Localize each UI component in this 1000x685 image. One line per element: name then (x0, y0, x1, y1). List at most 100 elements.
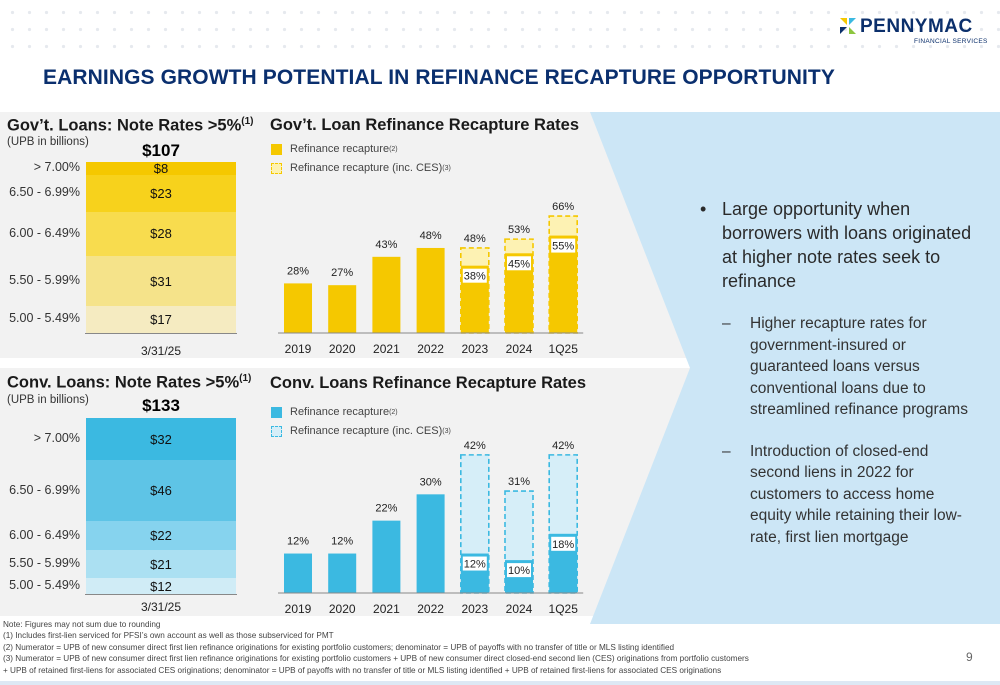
gov-chart-label-ces: 53% (508, 224, 530, 236)
gov-chart-category: 2021 (373, 342, 400, 356)
gov-chart-bar (372, 256, 401, 333)
conv-chart-bar (284, 553, 312, 593)
conv-stack-segment: $21 (86, 550, 236, 579)
gov-chart-label: 55% (552, 241, 574, 253)
bullet-main: • Large opportunity when borrowers with l… (700, 197, 980, 293)
conv-chart-label-ces: 42% (552, 440, 574, 452)
conv-chart-bar (372, 520, 401, 593)
gov-stack-subtitle: (UPB in billions) (7, 136, 89, 148)
conv-chart-label-ces: 42% (464, 440, 486, 452)
conv-chart-bar (416, 494, 445, 593)
commentary: • Large opportunity when borrowers with l… (700, 197, 980, 548)
gov-chart-bar (328, 285, 357, 333)
conv-chart-bar (328, 553, 357, 593)
bullet-sub: – Higher recapture rates for government-i… (700, 313, 980, 421)
gov-stack-segment: $8 (86, 161, 236, 176)
gov-chart-category: 2020 (329, 342, 356, 356)
conv-stack-rate-label: 6.00 - 6.49% (9, 527, 80, 542)
footnote: + UPB of retained first-liens for associ… (3, 665, 722, 675)
gov-chart-title: Gov’t. Loan Refinance Recapture Rates (270, 116, 579, 134)
gov-stack-segment: $31 (86, 256, 236, 306)
bullet-sub-text: Introduction of closed-end second liens … (750, 442, 962, 546)
conv-chart-label: 10% (508, 565, 530, 577)
conv-chart-category: 2024 (506, 602, 533, 616)
gov-stack-title: Gov’t. Loans: Note Rates >5%(1) (7, 116, 254, 135)
conv-chart-category: 2019 (285, 602, 312, 616)
gov-chart-label-bg (462, 268, 487, 283)
conv-stack-total: $133 (142, 396, 180, 415)
gov-stack-baseline (85, 333, 237, 334)
conv-chart-label-bg (462, 556, 487, 571)
gov-chart-label: 28% (287, 265, 309, 277)
conv-chart-label: 12% (331, 536, 353, 548)
legend-swatch-dashed (271, 162, 282, 174)
gov-stack-segment: $17 (86, 305, 236, 333)
bullet-main-text: Large opportunity when borrowers with lo… (722, 199, 972, 291)
conv-chart-label: 18% (552, 539, 574, 551)
gov-legend-dashed: Refinance recapture (inc. CES) (3) (271, 162, 451, 174)
conv-legend-dashed: Refinance recapture (inc. CES) (3) (271, 425, 451, 437)
gov-chart-label: 48% (420, 230, 442, 242)
gov-stack-date: 3/31/25 (140, 344, 182, 358)
conv-chart-category: 2020 (329, 602, 356, 616)
conv-chart-category: 2021 (373, 602, 400, 616)
footnotes: Note: Figures may not sum due to roundin… (3, 619, 903, 676)
gov-legend-solid: Refinance recapture (2) (271, 143, 398, 155)
conv-chart-label-bg (551, 536, 576, 551)
conv-stack-rate-label: 6.50 - 6.99% (9, 482, 80, 497)
conv-stack-segment: $32 (86, 418, 236, 461)
gov-chart-label-bg (551, 238, 576, 253)
conv-stack-baseline (85, 594, 237, 595)
bullet-sub-text: Higher recapture rates for government-in… (750, 315, 968, 418)
conv-stack-segment: $22 (86, 521, 236, 551)
gov-chart-label-bg (507, 256, 531, 271)
gov-chart-category: 2024 (506, 342, 533, 356)
gov-chart-category: 1Q25 (549, 342, 579, 356)
gov-chart-label: 45% (508, 258, 530, 270)
footnote: Note: Figures may not sum due to roundin… (3, 620, 161, 629)
page-title: EARNINGS GROWTH POTENTIAL IN REFINANCE R… (43, 66, 835, 89)
legend-swatch-dashed (271, 425, 282, 437)
gov-stack-rate-label: 5.50 - 5.99% (9, 273, 80, 288)
conv-stack-rate-label: 5.50 - 5.99% (9, 556, 80, 571)
gov-chart-label: 27% (331, 267, 353, 279)
conv-stack-date: 3/31/25 (140, 600, 182, 614)
gov-chart-label: 43% (375, 239, 397, 251)
gov-chart-category: 2019 (285, 342, 312, 356)
conv-chart-title: Conv. Loans Refinance Recapture Rates (270, 374, 587, 392)
gov-chart-bar (284, 283, 312, 333)
conv-stack-title: Conv. Loans: Note Rates >5%(1) (7, 373, 252, 392)
gov-chart-label: 38% (464, 271, 486, 283)
footnote: (1) Includes first-lien serviced for PFS… (3, 631, 334, 641)
gov-stack-rate-label: 6.00 - 6.49% (9, 225, 80, 240)
conv-chart-label-ces: 31% (508, 476, 530, 488)
logo-subtitle: FINANCIAL SERVICES (914, 38, 988, 45)
conv-chart-label: 12% (464, 559, 486, 571)
conv-chart-label: 30% (420, 476, 442, 488)
conv-chart-category: 2023 (461, 602, 488, 616)
dot-pattern (0, 0, 1000, 60)
logo-mark-icon (840, 18, 856, 34)
legend-swatch-solid (271, 143, 282, 155)
conv-chart-category: 1Q25 (549, 602, 579, 616)
gov-chart-label-ces: 66% (552, 201, 574, 213)
pennymac-logo: PENNYMAC FINANCIAL SERVICES (840, 16, 990, 50)
gov-stack-rate-label: 6.50 - 6.99% (9, 185, 80, 200)
conv-legend-solid: Refinance recapture (2) (271, 406, 398, 418)
logo-name: PENNYMAC (860, 16, 973, 37)
footnote: (3) Numerator = UPB of new consumer dire… (3, 654, 749, 664)
gov-stack-segment: $28 (86, 211, 236, 257)
conv-chart-label: 12% (287, 536, 309, 548)
conv-stack-segment: $12 (86, 578, 236, 594)
conv-stack-rate-label: > 7.00% (33, 431, 80, 446)
gov-stack-rate-label: > 7.00% (33, 160, 80, 175)
conv-chart-category: 2022 (417, 602, 444, 616)
conv-stack-subtitle: (UPB in billions) (7, 394, 89, 406)
gov-stack-segment: $23 (86, 174, 236, 212)
legend-swatch-solid (271, 406, 282, 418)
gov-recapture-chart: 28% 2019 27% 2020 43% 2021 48% 2022 48% 38% 2023 53… (278, 201, 584, 356)
bottom-bar (0, 681, 1000, 685)
bullet-sub: – Introduction of closed-end second liens… (700, 441, 980, 549)
gov-chart-bar (416, 247, 445, 333)
gov-chart-category: 2022 (417, 342, 444, 356)
